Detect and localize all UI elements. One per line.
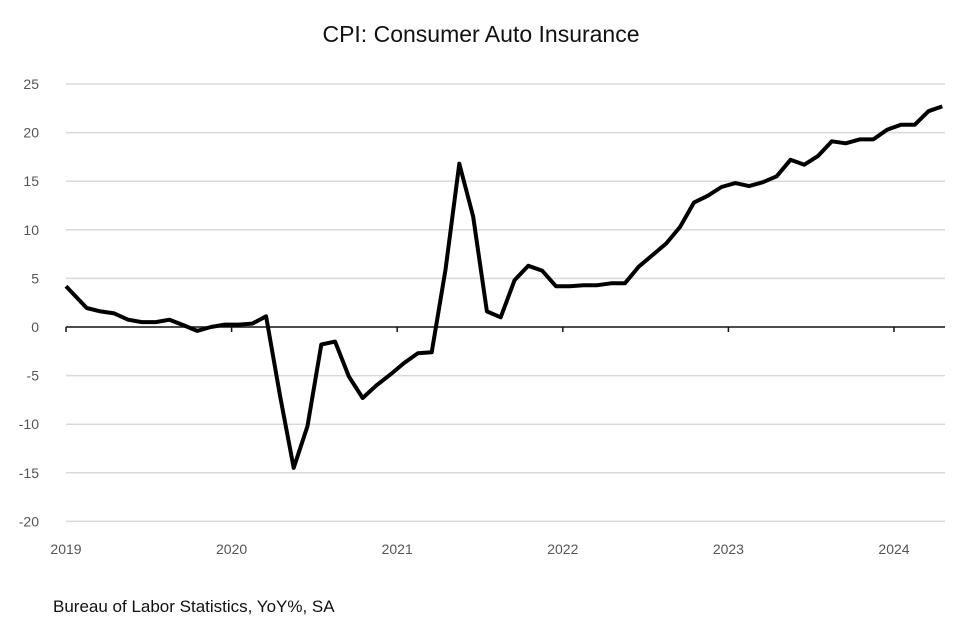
x-tick-label: 2020 [216, 541, 247, 557]
y-tick-label: 10 [23, 222, 39, 238]
y-axis: 25 20 15 10 5 0 -5 -10 -15 -20 [19, 76, 39, 529]
y-tick-label: 25 [23, 76, 39, 92]
y-tick-label: 5 [31, 270, 39, 286]
x-axis: 2019 2020 2021 2022 2023 2024 [50, 326, 945, 557]
y-tick-label: -15 [19, 465, 39, 481]
x-tick-label: 2021 [382, 541, 413, 557]
y-tick-label: 20 [23, 125, 39, 141]
source-note: Bureau of Labor Statistics, YoY%, SA [53, 597, 335, 616]
y-tick-label: -20 [19, 513, 39, 529]
y-tick-label: -5 [27, 368, 40, 384]
y-tick-label: -10 [19, 416, 39, 432]
x-tick-label: 2023 [713, 541, 744, 557]
gridlines [66, 83, 945, 523]
chart-title: CPI: Consumer Auto Insurance [322, 21, 639, 47]
y-tick-label: 15 [23, 173, 39, 189]
x-tick-label: 2022 [547, 541, 578, 557]
x-tick-label: 2024 [878, 541, 909, 557]
series-line [64, 104, 943, 470]
x-tick-label: 2019 [50, 541, 81, 557]
y-tick-label: 0 [31, 319, 39, 335]
